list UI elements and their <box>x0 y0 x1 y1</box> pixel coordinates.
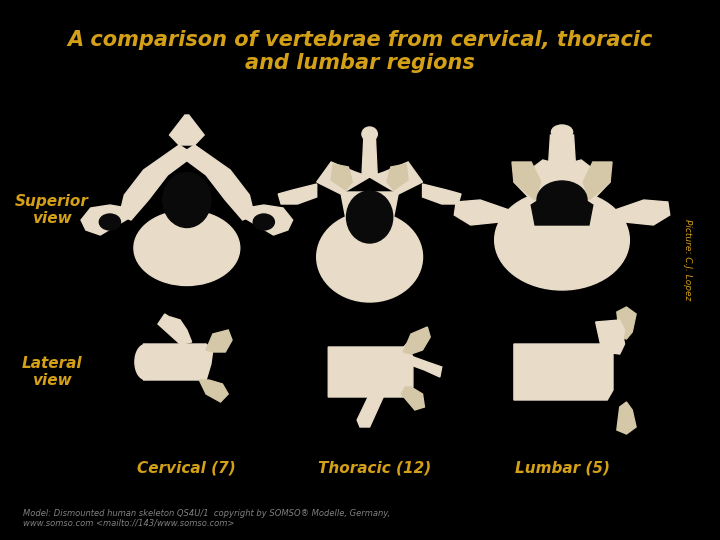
Text: Superior
view: Superior view <box>15 194 89 226</box>
Ellipse shape <box>317 212 423 302</box>
Polygon shape <box>603 334 624 354</box>
Polygon shape <box>362 137 377 177</box>
Ellipse shape <box>346 191 392 243</box>
Polygon shape <box>610 200 670 225</box>
Ellipse shape <box>253 214 274 230</box>
Polygon shape <box>531 185 593 225</box>
Polygon shape <box>617 402 636 434</box>
Polygon shape <box>245 205 292 235</box>
Polygon shape <box>512 162 541 200</box>
Polygon shape <box>405 354 442 377</box>
Ellipse shape <box>135 345 156 380</box>
Text: A comparison of vertebrae from cervical, thoracic
and lumbar regions: A comparison of vertebrae from cervical,… <box>67 30 653 73</box>
Polygon shape <box>549 135 575 165</box>
Polygon shape <box>120 145 194 220</box>
Ellipse shape <box>552 125 572 139</box>
Polygon shape <box>278 184 317 204</box>
Ellipse shape <box>134 211 240 286</box>
Polygon shape <box>454 200 514 225</box>
Text: Model: Dismounted human skeleton QS4U/1  copyright by SOMSO® Modelle, Germany,
w: Model: Dismounted human skeleton QS4U/1 … <box>23 509 390 528</box>
Ellipse shape <box>163 172 211 227</box>
Polygon shape <box>341 192 398 217</box>
Polygon shape <box>328 347 413 397</box>
Ellipse shape <box>362 127 377 141</box>
Polygon shape <box>163 317 192 344</box>
Polygon shape <box>583 162 612 200</box>
Text: Cervical (7): Cervical (7) <box>138 461 236 476</box>
Polygon shape <box>617 307 636 339</box>
Polygon shape <box>401 387 425 410</box>
Text: Picture: C.J. Lopez: Picture: C.J. Lopez <box>683 219 692 301</box>
Polygon shape <box>139 344 213 380</box>
Polygon shape <box>199 380 228 402</box>
Polygon shape <box>331 164 352 190</box>
Polygon shape <box>317 162 369 194</box>
Polygon shape <box>369 162 423 194</box>
Polygon shape <box>81 205 129 235</box>
Ellipse shape <box>537 181 587 219</box>
Polygon shape <box>206 330 232 352</box>
Polygon shape <box>403 327 431 354</box>
Polygon shape <box>514 344 613 400</box>
Polygon shape <box>169 115 204 145</box>
Ellipse shape <box>99 214 120 230</box>
Polygon shape <box>357 342 408 427</box>
Polygon shape <box>179 145 254 220</box>
Text: Thoracic (12): Thoracic (12) <box>318 461 431 476</box>
Polygon shape <box>423 184 461 204</box>
Ellipse shape <box>495 190 629 290</box>
Polygon shape <box>387 164 408 190</box>
Polygon shape <box>514 160 610 202</box>
Polygon shape <box>595 320 624 344</box>
Polygon shape <box>158 314 187 344</box>
Text: Lumbar (5): Lumbar (5) <box>515 461 610 476</box>
Text: Lateral
view: Lateral view <box>22 356 83 388</box>
